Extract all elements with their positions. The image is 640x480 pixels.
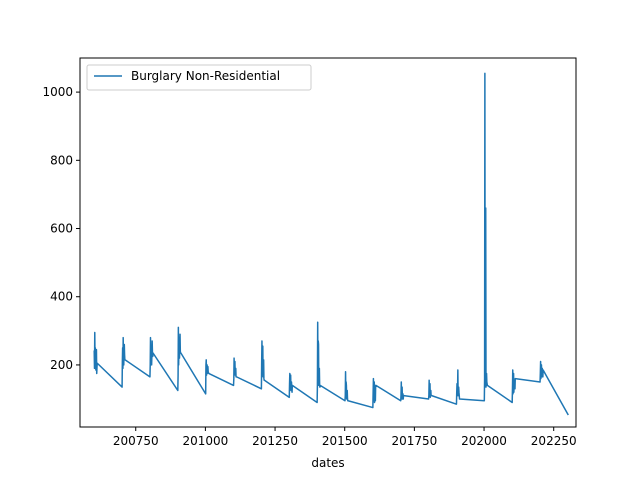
y-tick-label: 1000 bbox=[42, 85, 73, 99]
y-axis-ticks: 200 400 600 800 1000 bbox=[42, 85, 80, 372]
x-tick-label: 201000 bbox=[182, 434, 228, 448]
series-layer bbox=[93, 72, 569, 416]
y-tick-label: 400 bbox=[50, 290, 73, 304]
x-tick-label: 201750 bbox=[391, 434, 437, 448]
y-tick-label: 800 bbox=[50, 153, 73, 167]
legend-series-label: Burglary Non-Residential bbox=[131, 69, 280, 83]
x-axis-label: dates bbox=[311, 456, 344, 470]
y-tick-label: 200 bbox=[50, 358, 73, 372]
x-tick-label: 201500 bbox=[322, 434, 368, 448]
x-tick-label: 202000 bbox=[461, 434, 507, 448]
x-tick-label: 200750 bbox=[113, 434, 159, 448]
axes-background bbox=[80, 58, 576, 427]
x-axis-ticks: 200750 201000 201250 201500 201750 202000 2022… bbox=[113, 427, 577, 448]
x-tick-label: 201250 bbox=[252, 434, 298, 448]
y-tick-label: 600 bbox=[50, 222, 73, 236]
x-tick-label: 202250 bbox=[531, 434, 577, 448]
axes-frame bbox=[79, 57, 577, 428]
legend: Burglary Non-Residential bbox=[86, 64, 312, 91]
plot-area: 200750 201000 201250 201500 201750 202000 2022… bbox=[42, 57, 577, 448]
series-line-burglary-non-residential bbox=[93, 72, 569, 416]
legend-box bbox=[86, 64, 312, 91]
